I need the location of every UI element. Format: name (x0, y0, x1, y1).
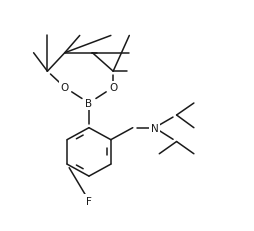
Text: B: B (85, 99, 92, 109)
Text: O: O (109, 83, 117, 93)
Text: N: N (151, 123, 158, 133)
Text: O: O (61, 83, 69, 93)
Text: F: F (86, 196, 92, 206)
